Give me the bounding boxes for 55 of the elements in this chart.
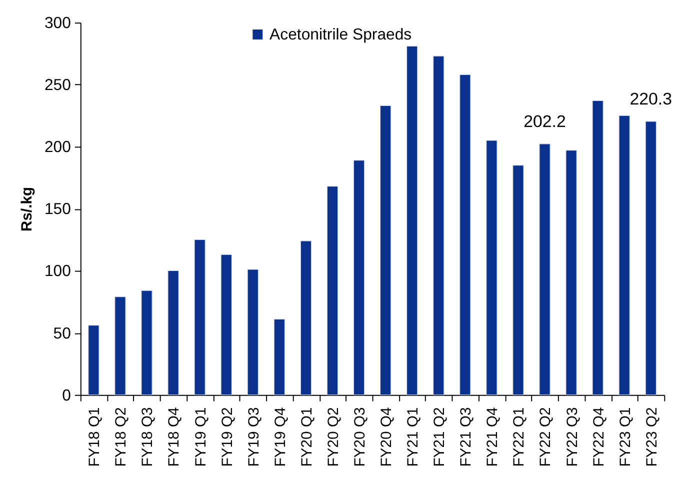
bar [274,318,286,396]
bar [247,269,258,396]
x-tick-label: FY21 Q4 [485,407,502,467]
bar [141,290,152,396]
y-axis-title: Rs/.kg [20,186,36,232]
x-tick-label: FY18 Q3 [140,407,156,467]
data-label: 202.2 [524,112,566,132]
x-tick-label: FY23 Q1 [618,407,634,467]
bar [539,144,550,396]
bar [433,56,444,396]
x-tick-label: FY22 Q1 [512,407,528,467]
bar [460,74,471,396]
bar [88,325,100,396]
y-tick-label: 0 [62,387,72,404]
x-tick-label: FY21 Q3 [458,407,475,467]
x-tick-label: FY20 Q2 [326,407,342,467]
x-tick-label: FY20 Q3 [352,407,368,467]
bar [406,46,418,396]
x-tick-label: FY20 Q4 [379,407,396,467]
x-tick-label: FY19 Q3 [246,407,262,467]
bar [353,160,365,396]
y-tick-label: 300 [44,15,72,32]
bar [645,121,656,396]
y-tick-label: 200 [44,139,72,156]
bar [326,186,338,396]
x-tick-label: FY22 Q4 [591,407,608,467]
y-tick-label: 100 [44,263,72,280]
x-tick-label: FY23 Q2 [644,407,660,467]
data-label: 220.3 [630,90,672,109]
bar [618,115,630,396]
bar [220,254,232,396]
y-tick-label: 150 [44,201,72,218]
y-tick-label: 250 [44,77,72,94]
y-tick-label: 50 [53,325,72,342]
legend-label: Acetonitrile Spraeds [270,26,412,44]
bar [194,239,206,396]
x-tick-label: FY18 Q2 [114,407,130,467]
x-tick-label: FY22 Q3 [564,407,581,467]
bar [168,270,179,396]
x-tick-label: FY19 Q1 [193,407,210,467]
bar [114,296,126,396]
x-tick-label: FY18 Q4 [166,407,183,467]
x-tick-label: FY21 Q1 [406,407,422,467]
bar [300,240,312,396]
x-tick-label: FY19 Q4 [272,407,289,467]
x-tick-label: FY21 Q2 [432,407,448,467]
x-tick-label: FY18 Q1 [87,407,104,467]
x-tick-label: FY20 Q1 [299,407,316,467]
bar [486,140,498,396]
bar [380,105,392,396]
bar [592,100,604,396]
bar [512,164,524,396]
bar [566,150,577,396]
x-tick-label: FY22 Q2 [538,407,554,467]
x-tick-label: FY19 Q2 [220,407,236,467]
